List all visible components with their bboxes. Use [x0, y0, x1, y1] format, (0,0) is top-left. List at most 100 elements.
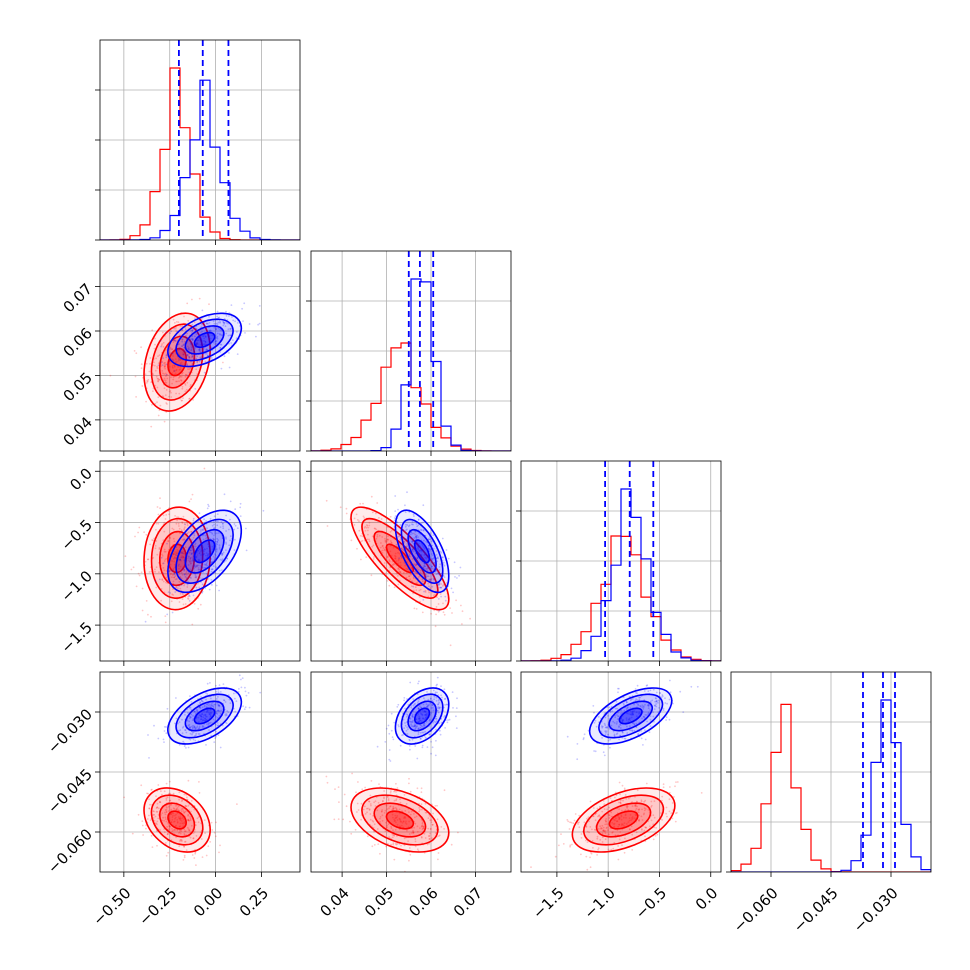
red-sample-point	[604, 823, 607, 826]
blue-sample-point	[438, 609, 441, 612]
red-sample-point	[148, 807, 151, 810]
red-sample-point	[171, 816, 174, 819]
blue-sample-point	[636, 684, 639, 687]
blue-sample-point	[197, 348, 200, 351]
blue-sample-point	[444, 595, 447, 598]
red-sample-point	[163, 521, 166, 524]
red-sample-point	[410, 585, 413, 588]
red-sample-point	[178, 809, 181, 812]
red-sample-point	[199, 331, 202, 334]
red-sample-point	[409, 853, 412, 856]
red-sample-point	[441, 585, 444, 587]
blue-sample-point	[634, 688, 637, 690]
blue-sample-point	[420, 713, 423, 716]
blue-sample-point	[385, 727, 388, 730]
blue-sample-point	[436, 709, 439, 712]
red-sample-point	[398, 825, 401, 828]
red-sample-point	[187, 804, 190, 807]
red-sample-point	[435, 613, 437, 616]
red-sample-point	[137, 813, 140, 816]
blue-sample-point	[384, 741, 387, 743]
blue-sample-point	[203, 714, 205, 716]
red-sample-point	[412, 592, 414, 595]
blue-sample-point	[405, 538, 407, 540]
red-sample-point	[429, 828, 432, 830]
blue-sample-point	[421, 543, 424, 546]
red-sample-point	[373, 556, 375, 558]
blue-sample-point	[642, 744, 644, 746]
blue-sample-point	[407, 525, 410, 528]
red-sample-point	[420, 791, 423, 794]
blue-sample-point	[201, 323, 203, 326]
blue-sample-point	[431, 554, 434, 557]
red-sample-point	[402, 548, 405, 551]
blue-sample-point	[193, 350, 195, 353]
red-sample-point	[627, 809, 630, 811]
red-sample-point	[337, 786, 340, 788]
red-sample-point	[638, 819, 641, 822]
red-sample-point	[381, 814, 384, 817]
red-sample-point	[157, 377, 160, 380]
blue-sample-point	[224, 713, 227, 716]
blue-sample-point	[197, 549, 199, 552]
blue-sample-point	[424, 714, 426, 716]
blue-sample-point	[213, 520, 215, 523]
blue-sample-point	[453, 561, 456, 564]
blue-sample-point	[226, 557, 229, 560]
blue-sample-point	[201, 726, 204, 728]
blue-sample-point	[227, 334, 230, 337]
red-sample-point	[387, 799, 390, 802]
blue-sample-point	[444, 714, 446, 717]
blue-sample-point	[209, 714, 212, 717]
blue-sample-point	[594, 750, 597, 753]
blue-sample-point	[397, 508, 399, 511]
red-sample-point	[161, 370, 164, 372]
red-sample-point	[570, 821, 573, 824]
red-sample-point	[665, 812, 667, 815]
red-sample-point	[170, 821, 173, 823]
red-sample-point	[186, 332, 189, 335]
blue-sample-point	[621, 719, 624, 722]
red-sample-point	[602, 829, 605, 832]
red-sample-point	[395, 799, 397, 802]
blue-sample-point	[635, 711, 638, 714]
red-sample-point	[402, 820, 405, 823]
red-sample-point	[442, 583, 445, 586]
blue-sample-point	[647, 711, 650, 714]
red-sample-point	[368, 540, 371, 543]
blue-sample-point	[637, 733, 639, 735]
red-sample-point	[420, 825, 423, 828]
blue-sample-point	[447, 719, 449, 721]
blue-sample-point	[406, 491, 408, 494]
blue-sample-point	[202, 527, 205, 530]
blue-sample-point	[603, 722, 606, 725]
red-sample-point	[650, 806, 652, 808]
blue-sample-point	[204, 341, 207, 343]
blue-sample-point	[174, 340, 177, 343]
red-sample-point	[413, 813, 415, 815]
blue-sample-point	[414, 745, 417, 747]
red-sample-point	[183, 830, 186, 833]
blue-sample-point	[191, 323, 194, 326]
red-sample-point	[181, 363, 184, 366]
blue-sample-point	[217, 703, 220, 706]
blue-sample-point	[642, 716, 645, 718]
red-sample-point	[400, 844, 402, 847]
y-tick-label: −1.0	[58, 567, 96, 605]
blue-sample-point	[198, 349, 201, 351]
red-sample-point	[358, 520, 360, 523]
red-sample-point	[152, 539, 155, 542]
red-sample-point	[169, 799, 172, 802]
blue-sample-point	[205, 706, 208, 709]
blue-sample-point	[206, 723, 208, 726]
red-sample-point	[169, 563, 172, 566]
red-sample-point	[602, 829, 605, 832]
blue-sample-point	[655, 700, 658, 703]
red-sample-point	[631, 849, 634, 851]
blue-sample-point	[189, 732, 192, 735]
blue-sample-point	[224, 714, 227, 717]
blue-sample-point	[191, 733, 193, 736]
blue-sample-point	[651, 699, 654, 702]
red-sample-point	[394, 555, 397, 558]
red-sample-point	[154, 402, 157, 405]
